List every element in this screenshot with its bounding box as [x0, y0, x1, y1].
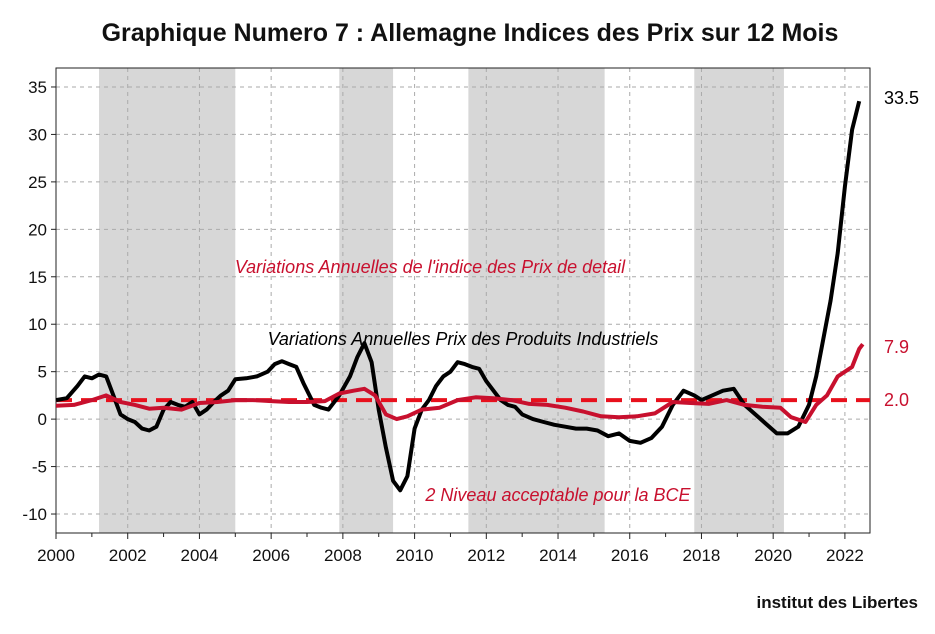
series-line-retail-prices [55, 342, 865, 424]
annotation-retail: Variations Annuelles de l'indice des Pri… [235, 257, 626, 277]
x-tick-label: 2016 [611, 546, 649, 565]
annotation-industrial: Variations Annuelles Prix des Produits I… [268, 329, 659, 349]
series-line-industrial-prices [55, 100, 862, 493]
end-label-industrial: 33.5 [884, 88, 919, 108]
y-tick-label: 30 [28, 125, 47, 144]
plot-area [55, 67, 871, 534]
y-axis: 35 30 25 20 15 10 5 0 -5 -10 [22, 78, 56, 524]
shaded-period-2 [468, 68, 605, 533]
y-tick-label: -10 [22, 505, 47, 524]
end-label-retail: 7.9 [884, 337, 909, 357]
x-tick-label: 2018 [683, 546, 721, 565]
x-tick-label: 2006 [252, 546, 290, 565]
gridlines [55, 68, 870, 533]
y-tick-label: 0 [38, 410, 47, 429]
x-tick-label: 2014 [539, 546, 577, 565]
x-tick-label: 2022 [826, 546, 864, 565]
y-tick-label: 35 [28, 78, 47, 97]
x-axis: 2000 2002 2004 2006 2008 2010 2012 2014 2016 2018… [37, 533, 864, 565]
y-tick-label: 5 [38, 363, 47, 382]
x-tick-label: 2004 [181, 546, 219, 565]
x-tick-label: 2000 [37, 546, 75, 565]
y-tick-label: 25 [28, 173, 47, 192]
shaded-period-3 [694, 68, 784, 533]
x-tick-label: 2020 [754, 546, 792, 565]
y-tick-label: 15 [28, 268, 47, 287]
shaded-period-0 [99, 68, 236, 533]
x-tick-label: 2010 [396, 546, 434, 565]
x-tick-label: 2012 [467, 546, 505, 565]
y-tick-label: 20 [28, 220, 47, 239]
chart-title: Graphique Numero 7 : Allemagne Indices d… [102, 19, 839, 47]
y-tick-label: -5 [32, 458, 47, 477]
shaded-period-1 [339, 68, 394, 533]
x-tick-label: 2008 [324, 546, 362, 565]
end-label-reference: 2.0 [884, 390, 909, 410]
y-tick-label: 10 [28, 315, 47, 334]
annotation-reference: 2 Niveau acceptable pour la BCE [424, 485, 691, 505]
source-credit: institut des Libertes [756, 593, 918, 612]
shaded-periods [99, 68, 784, 533]
x-tick-label: 2002 [109, 546, 147, 565]
